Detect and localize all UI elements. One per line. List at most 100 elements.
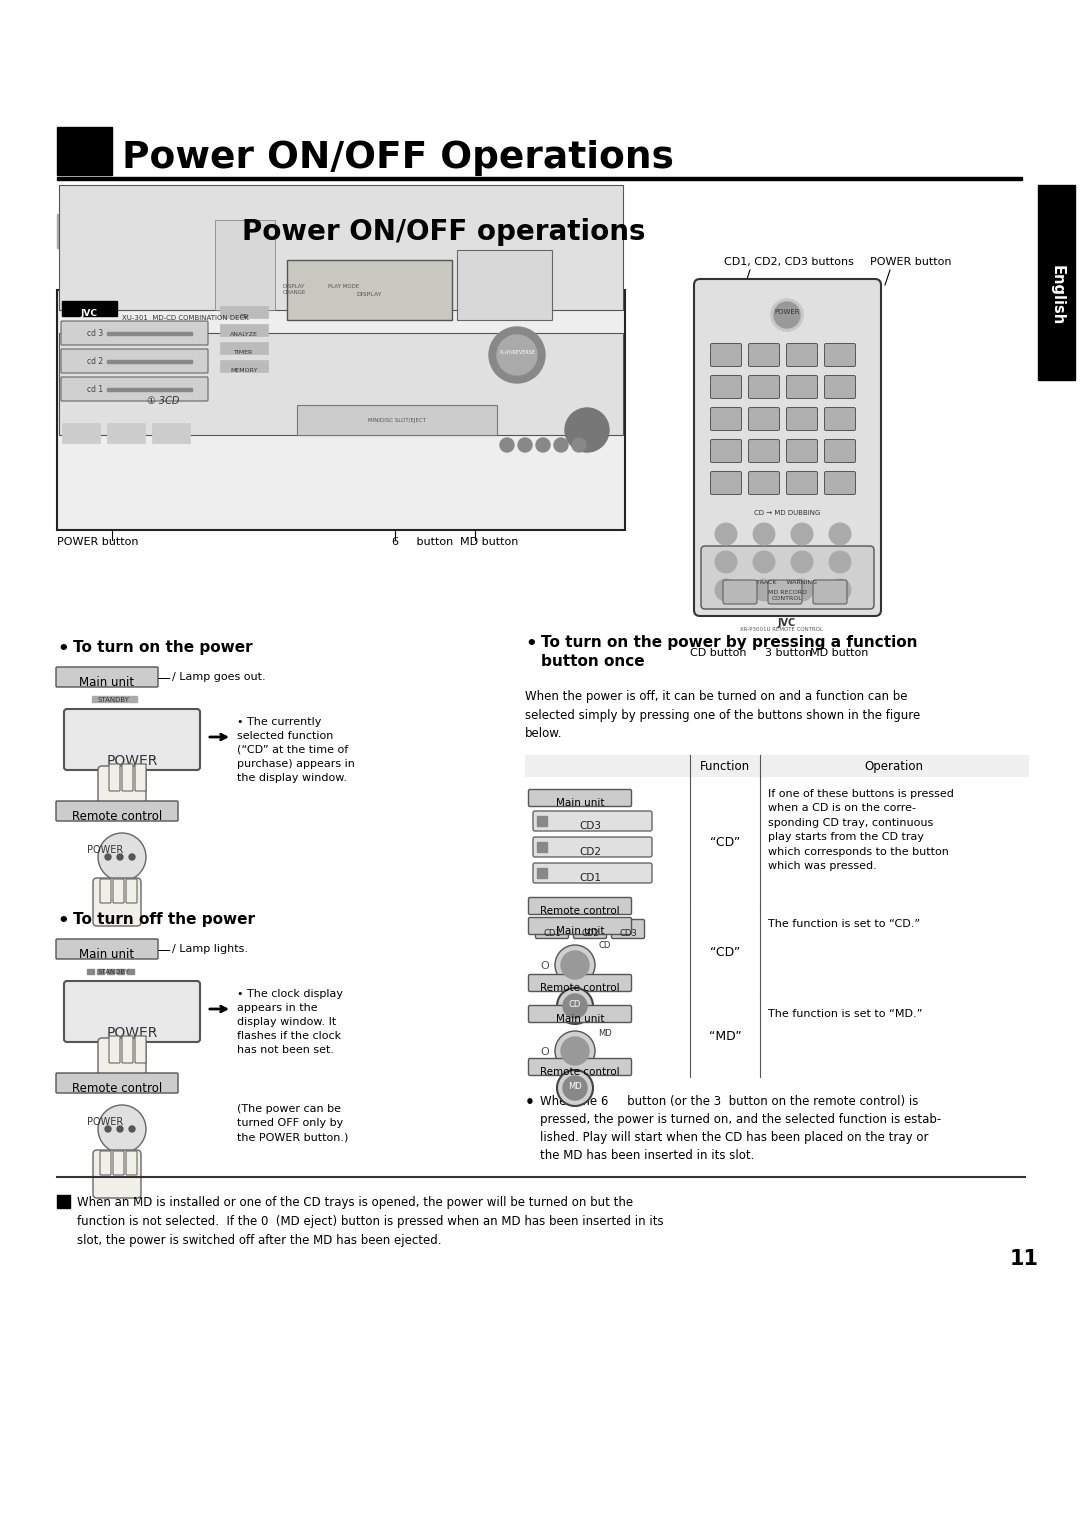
FancyBboxPatch shape: [528, 1006, 632, 1023]
Circle shape: [774, 302, 800, 328]
FancyBboxPatch shape: [786, 375, 818, 398]
Text: CD3: CD3: [579, 821, 600, 831]
FancyBboxPatch shape: [122, 1036, 133, 1063]
FancyBboxPatch shape: [824, 343, 855, 366]
Text: •: •: [57, 640, 69, 658]
FancyBboxPatch shape: [113, 879, 124, 903]
Text: Remote control: Remote control: [540, 906, 620, 916]
Circle shape: [715, 579, 737, 602]
FancyBboxPatch shape: [64, 709, 200, 770]
Text: Main unit: Main unit: [80, 677, 135, 689]
Bar: [537, 842, 546, 851]
Circle shape: [105, 854, 111, 860]
FancyBboxPatch shape: [109, 764, 120, 792]
Bar: [220, 306, 268, 318]
Text: 11: 11: [1010, 1249, 1039, 1269]
Text: CD button: CD button: [420, 260, 481, 274]
Bar: [62, 302, 117, 315]
Circle shape: [829, 579, 851, 602]
Text: STANDBY: STANDBY: [98, 697, 130, 703]
Text: “MD”: “MD”: [708, 1030, 741, 1044]
FancyBboxPatch shape: [60, 322, 208, 344]
Circle shape: [753, 524, 775, 545]
Bar: [57, 214, 232, 248]
Text: CD3: CD3: [619, 929, 637, 939]
Text: When the power is off, it can be turned on and a function can be
selected simply: When the power is off, it can be turned …: [525, 690, 920, 739]
Text: English: English: [1050, 265, 1065, 325]
Bar: [107, 969, 114, 974]
FancyBboxPatch shape: [528, 790, 632, 807]
Text: JVC: JVC: [81, 309, 97, 318]
FancyBboxPatch shape: [536, 920, 568, 939]
Bar: [457, 250, 552, 320]
Text: CD: CD: [569, 1000, 581, 1009]
Circle shape: [555, 945, 595, 984]
Circle shape: [791, 551, 813, 573]
Text: Remote control: Remote control: [540, 983, 620, 994]
Bar: [537, 868, 546, 877]
Bar: [57, 1196, 70, 1208]
Text: •: •: [525, 635, 537, 654]
FancyBboxPatch shape: [786, 343, 818, 366]
Text: POWER: POWER: [774, 309, 800, 315]
Bar: [152, 423, 190, 442]
FancyBboxPatch shape: [528, 897, 632, 914]
FancyBboxPatch shape: [93, 877, 141, 926]
FancyBboxPatch shape: [64, 981, 200, 1043]
Text: “CD”: “CD”: [710, 946, 740, 958]
Circle shape: [791, 524, 813, 545]
Text: MD button: MD button: [460, 537, 518, 547]
Bar: [220, 360, 268, 372]
Text: Remote control: Remote control: [72, 1082, 162, 1095]
FancyBboxPatch shape: [711, 472, 742, 495]
FancyBboxPatch shape: [534, 837, 652, 857]
Text: PLAY MODE: PLAY MODE: [328, 283, 360, 289]
Circle shape: [489, 328, 545, 383]
Circle shape: [117, 854, 123, 860]
Bar: [127, 969, 134, 974]
Text: POWER: POWER: [87, 1118, 123, 1127]
Text: To turn on the power by pressing a function
button once: To turn on the power by pressing a funct…: [541, 635, 918, 669]
Bar: [107, 332, 192, 335]
Bar: [297, 406, 497, 435]
Text: CD1: CD1: [579, 873, 600, 883]
FancyBboxPatch shape: [528, 917, 632, 934]
FancyBboxPatch shape: [56, 1073, 178, 1093]
FancyBboxPatch shape: [56, 668, 158, 687]
Bar: [97, 969, 104, 974]
FancyBboxPatch shape: [786, 407, 818, 430]
Text: •: •: [57, 912, 69, 929]
Text: Power ON/OFF Operations: Power ON/OFF Operations: [122, 139, 674, 176]
Text: MD: MD: [598, 1029, 612, 1038]
Text: MD button: MD button: [810, 648, 868, 658]
FancyBboxPatch shape: [98, 766, 146, 819]
Bar: [57, 176, 1022, 181]
Text: The function is set to “CD.”: The function is set to “CD.”: [768, 919, 920, 929]
FancyBboxPatch shape: [126, 1151, 137, 1174]
FancyBboxPatch shape: [109, 1036, 120, 1063]
FancyBboxPatch shape: [711, 375, 742, 398]
Bar: [287, 260, 453, 320]
FancyBboxPatch shape: [824, 407, 855, 430]
FancyBboxPatch shape: [786, 439, 818, 462]
Text: If one of these buttons is pressed
when a CD is on the corre-
sponding CD tray, : If one of these buttons is pressed when …: [768, 788, 954, 871]
Circle shape: [117, 1125, 123, 1131]
Text: Remote control: Remote control: [72, 810, 162, 824]
FancyBboxPatch shape: [113, 1151, 124, 1174]
FancyBboxPatch shape: [135, 764, 146, 792]
FancyBboxPatch shape: [60, 377, 208, 401]
Text: JVC: JVC: [778, 619, 796, 628]
FancyBboxPatch shape: [56, 801, 178, 821]
Text: “CD”: “CD”: [710, 836, 740, 848]
FancyBboxPatch shape: [824, 472, 855, 495]
Text: 3 button: 3 button: [765, 648, 812, 658]
Text: / Lamp goes out.: / Lamp goes out.: [172, 672, 266, 681]
Bar: [62, 423, 100, 442]
Circle shape: [791, 579, 813, 602]
Bar: [537, 816, 546, 827]
Bar: [57, 127, 112, 175]
Circle shape: [753, 579, 775, 602]
Text: (The power can be
turned OFF only by
the POWER button.): (The power can be turned OFF only by the…: [237, 1104, 349, 1142]
FancyBboxPatch shape: [135, 1036, 146, 1063]
Text: CD1: CD1: [543, 929, 561, 939]
